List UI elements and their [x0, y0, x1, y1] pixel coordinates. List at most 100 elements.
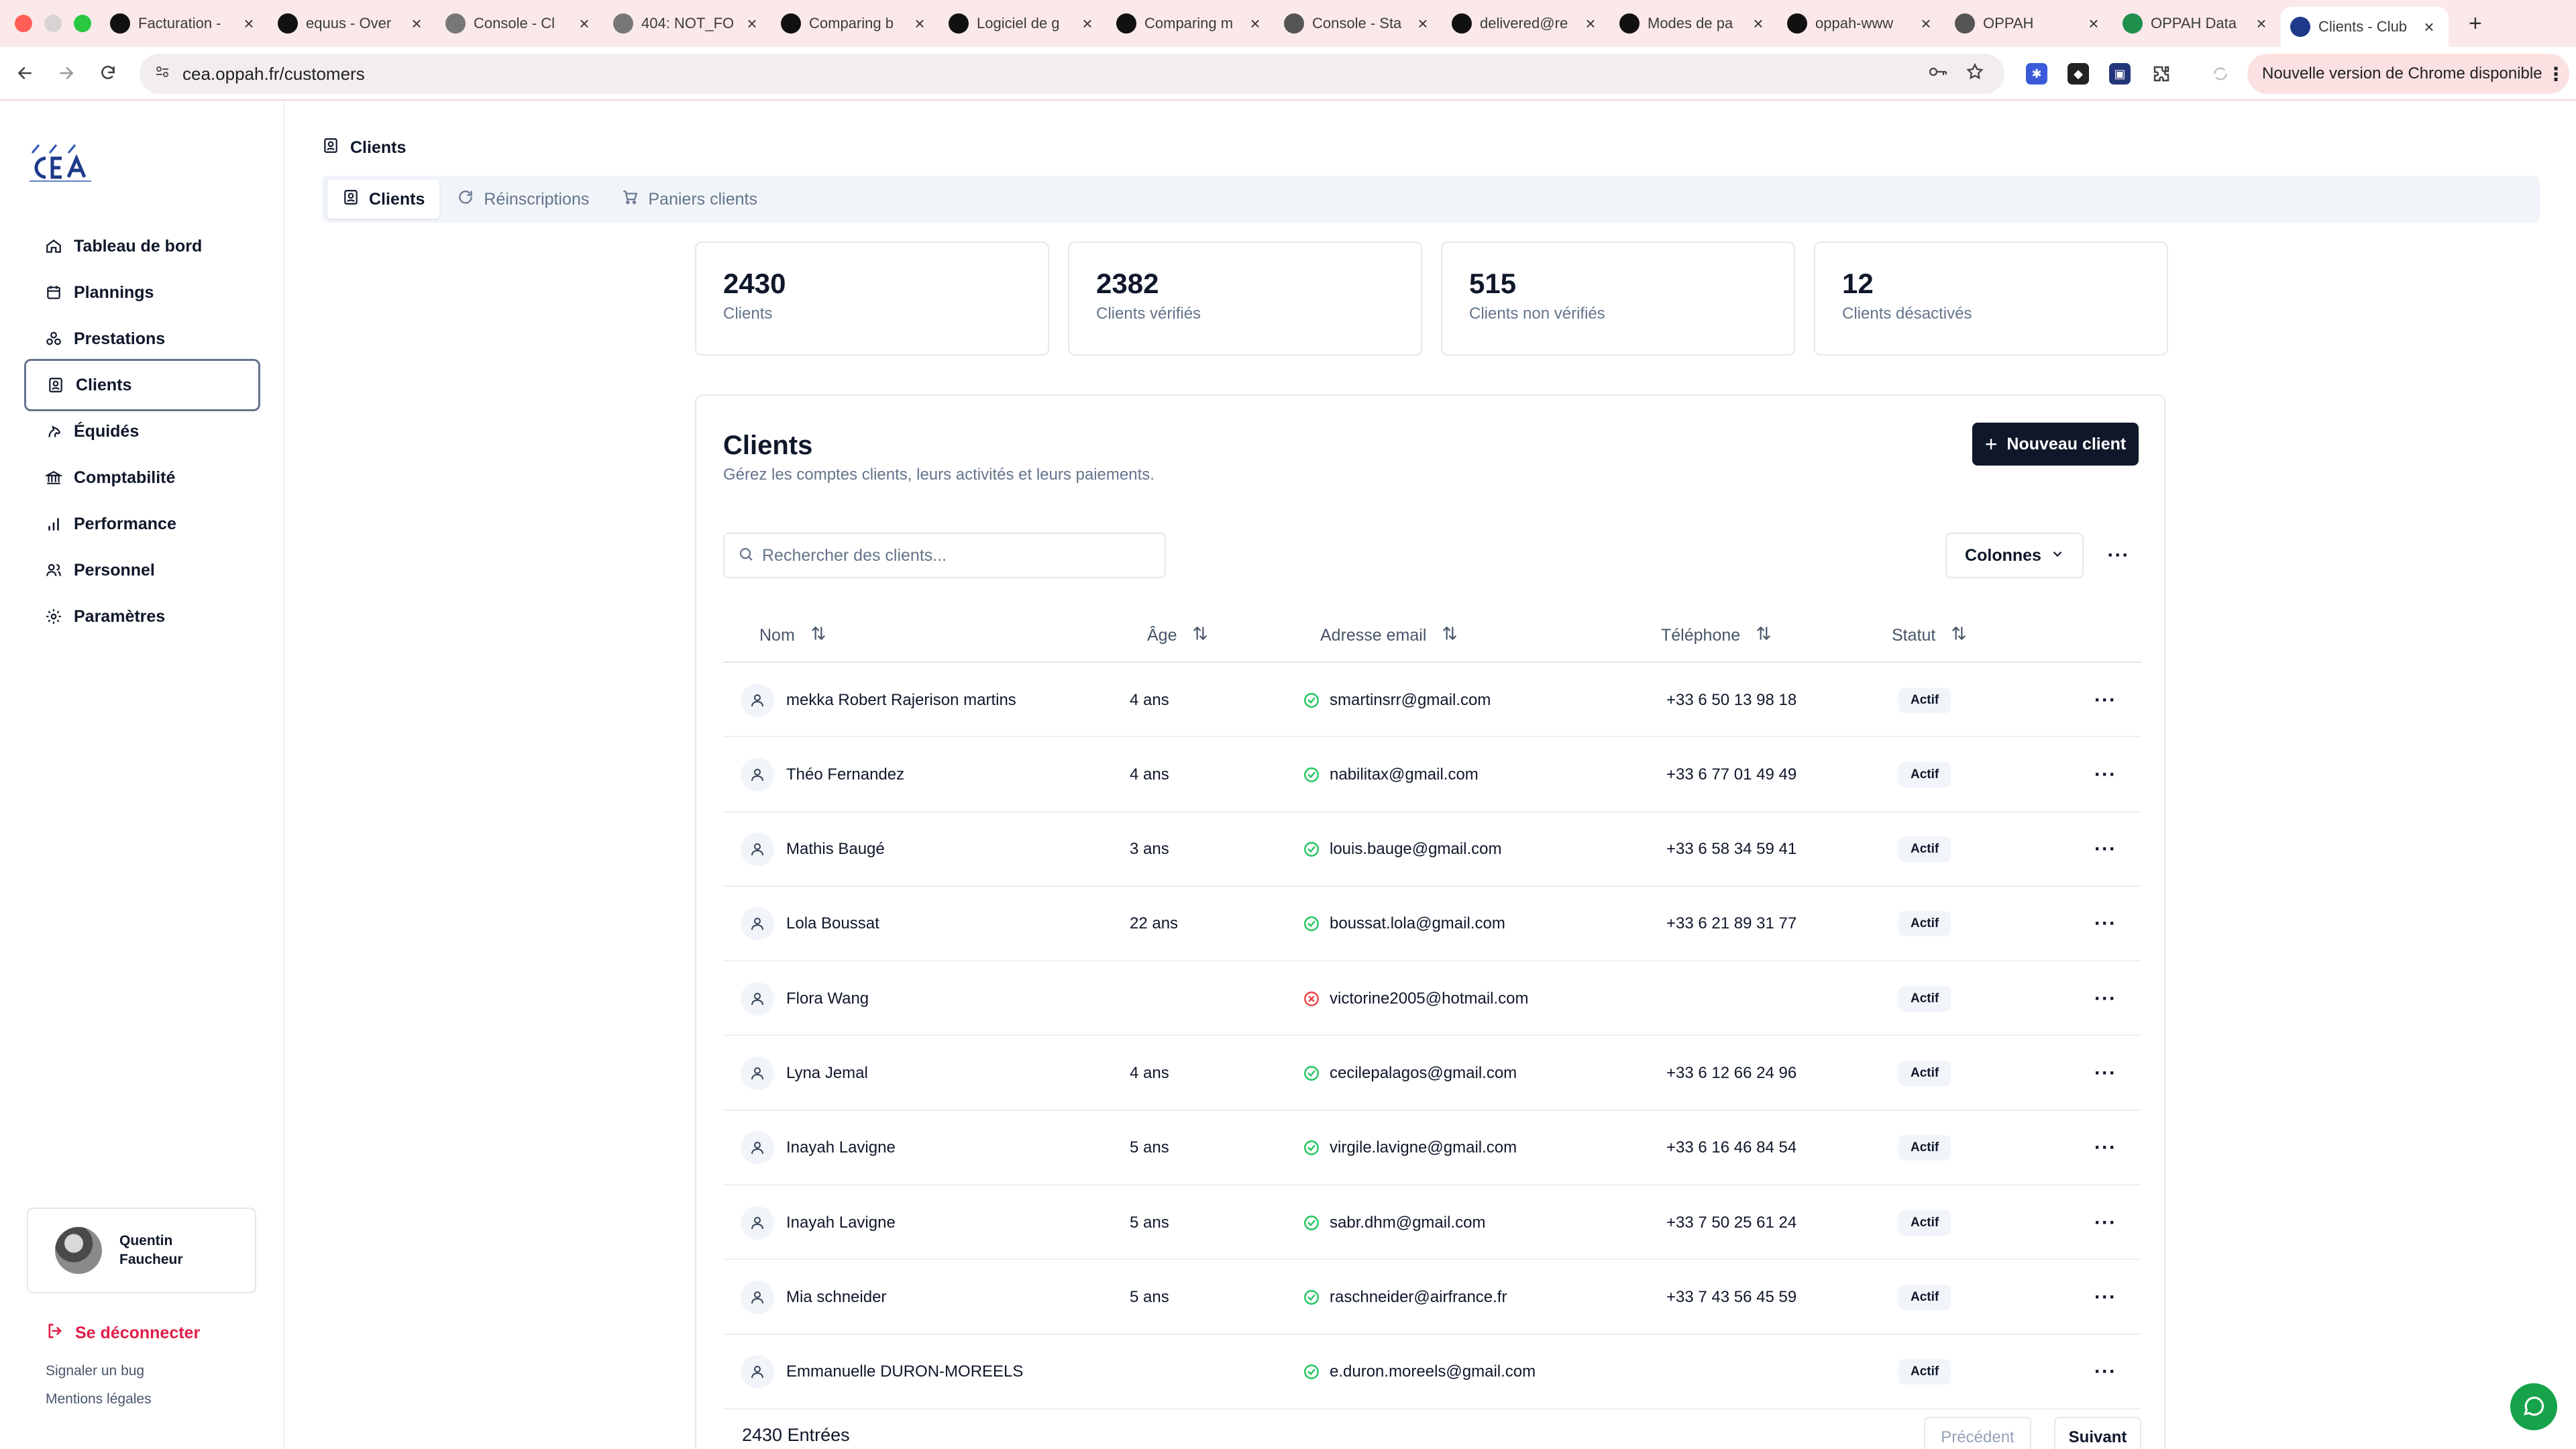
sort-status-header[interactable]: Statut [1892, 608, 1968, 663]
minimize-window-button[interactable] [44, 15, 62, 32]
client-name[interactable]: mekka Robert Rajerison martins [786, 690, 1016, 709]
table-row[interactable]: Emmanuelle DURON-MOREELS e.duron.moreels@… [723, 1335, 2141, 1409]
table-row[interactable]: mekka Robert Rajerison martins 4 ans smart… [723, 663, 2141, 738]
sidebar-item-comptabilite[interactable]: Comptabilité [24, 451, 260, 504]
chrome-update-button[interactable]: Nouvelle version de Chrome disponible ⋮ [2247, 54, 2569, 94]
tab-close-icon[interactable]: × [1921, 13, 1931, 34]
new-tab-button[interactable]: + [2469, 10, 2482, 36]
row-actions-icon[interactable]: ··· [2094, 688, 2116, 711]
kebab-menu-icon[interactable]: ⋮ [2546, 63, 2565, 85]
table-row[interactable]: Inayah Lavigne 5 ans sabr.dhm@gmail.com +33… [723, 1185, 2141, 1260]
chat-support-button[interactable] [2510, 1383, 2557, 1430]
browser-tab[interactable]: Facturation - × [101, 0, 268, 47]
row-actions-icon[interactable]: ··· [2094, 912, 2116, 935]
table-row[interactable]: Lola Boussat 22 ans boussat.lola@gmail.com… [723, 887, 2141, 962]
sidebar-item-plannings[interactable]: Plannings [24, 266, 260, 319]
sync-icon[interactable] [2210, 63, 2231, 85]
row-actions-icon[interactable]: ··· [2094, 838, 2116, 861]
tab-close-icon[interactable]: × [747, 13, 757, 34]
table-row[interactable]: Théo Fernandez 4 ans nabilitax@gmail.com +3… [723, 737, 2141, 812]
browser-tab[interactable]: equus - Over × [268, 0, 436, 47]
tab-close-icon[interactable]: × [1082, 13, 1093, 34]
sidebar-item-equides[interactable]: Équidés [24, 405, 260, 458]
browser-tab[interactable]: Clients - Club × [2281, 7, 2449, 47]
previous-page-button[interactable]: Précédent [1924, 1417, 2031, 1449]
sidebar-item-performance[interactable]: Performance [24, 498, 260, 550]
client-name[interactable]: Théo Fernandez [786, 765, 905, 784]
address-bar[interactable]: cea.oppah.fr/customers [140, 54, 2004, 94]
tab-close-icon[interactable]: × [1417, 13, 1428, 34]
table-row[interactable]: Flora Wang victorine2005@hotmail.com Actif… [723, 961, 2141, 1036]
row-actions-icon[interactable]: ··· [2094, 1360, 2116, 1383]
forward-icon[interactable] [50, 56, 83, 90]
sort-phone-header[interactable]: Téléphone [1661, 608, 1772, 663]
client-name[interactable]: Mathis Baugé [786, 840, 885, 859]
row-actions-icon[interactable]: ··· [2094, 1285, 2116, 1308]
row-actions-icon[interactable]: ··· [2094, 1061, 2116, 1084]
extension-1-icon[interactable]: ✱ [2026, 63, 2047, 85]
extension-2-icon[interactable]: ◆ [2068, 63, 2089, 85]
tab-close-icon[interactable]: × [579, 13, 590, 34]
user-profile-card[interactable]: Quentin Faucheur [27, 1208, 256, 1293]
tab-close-icon[interactable]: × [2088, 13, 2099, 34]
browser-tab[interactable]: Modes de pa × [1610, 0, 1778, 47]
client-name[interactable]: Mia schneider [786, 1287, 887, 1306]
next-page-button[interactable]: Suivant [2054, 1417, 2141, 1449]
browser-tab[interactable]: OPPAH Data × [2113, 0, 2281, 47]
sort-email-header[interactable]: Adresse email [1320, 608, 1458, 663]
tab-close-icon[interactable]: × [1753, 13, 1764, 34]
close-window-button[interactable] [15, 15, 32, 32]
browser-tab[interactable]: OPPAH × [1945, 0, 2113, 47]
new-client-button[interactable]: + Nouveau client [1972, 423, 2139, 466]
row-actions-icon[interactable]: ··· [2094, 1211, 2116, 1234]
search-input[interactable] [762, 545, 1151, 566]
row-actions-icon[interactable]: ··· [2094, 1136, 2116, 1159]
report-bug-link[interactable]: Signaler un bug [46, 1363, 145, 1379]
tab-close-icon[interactable]: × [1250, 13, 1260, 34]
reload-icon[interactable] [91, 56, 125, 90]
maximize-window-button[interactable] [74, 15, 91, 32]
sidebar-item-personnel[interactable]: Personnel [24, 544, 260, 596]
client-name[interactable]: Lyna Jemal [786, 1063, 868, 1082]
browser-tab[interactable]: Comparing m × [1107, 0, 1275, 47]
table-row[interactable]: Inayah Lavigne 5 ans virgile.lavigne@gmail… [723, 1111, 2141, 1186]
cea-logo[interactable] [27, 140, 94, 188]
extension-3-icon[interactable]: ▣ [2109, 63, 2131, 85]
extensions-puzzle-icon[interactable] [2151, 63, 2172, 85]
table-row[interactable]: Mathis Baugé 3 ans louis.bauge@gmail.com +3… [723, 812, 2141, 887]
client-name[interactable]: Flora Wang [786, 989, 869, 1008]
sidebar-item-clients[interactable]: Clients [24, 359, 260, 411]
sidebar-item-tableau-de-bord[interactable]: Tableau de bord [24, 220, 260, 272]
client-name[interactable]: Lola Boussat [786, 914, 879, 933]
tab-reinscriptions[interactable]: Réinscriptions [442, 180, 604, 219]
browser-tab[interactable]: Comparing b × [771, 0, 939, 47]
client-name[interactable]: Inayah Lavigne [786, 1213, 896, 1232]
sort-age-header[interactable]: Âge [1147, 608, 1209, 663]
browser-tab[interactable]: oppah-www × [1778, 0, 1945, 47]
browser-tab[interactable]: Console - Sta × [1275, 0, 1442, 47]
tab-close-icon[interactable]: × [411, 13, 422, 34]
more-options-icon[interactable]: ··· [2107, 544, 2130, 566]
tab-close-icon[interactable]: × [244, 13, 254, 34]
row-actions-icon[interactable]: ··· [2094, 987, 2116, 1010]
site-info-icon[interactable] [154, 64, 170, 84]
tab-close-icon[interactable]: × [2424, 16, 2434, 37]
tab-close-icon[interactable]: × [1585, 13, 1596, 34]
password-key-icon[interactable] [1928, 64, 1948, 85]
tab-clients[interactable]: Clients [327, 180, 440, 219]
tab-paniers-clients[interactable]: Paniers clients [606, 180, 772, 219]
tab-close-icon[interactable]: × [2256, 13, 2267, 34]
table-row[interactable]: Mia schneider 5 ans raschneider@airfrance.… [723, 1260, 2141, 1335]
legal-link[interactable]: Mentions légales [46, 1391, 152, 1407]
browser-tab[interactable]: Console - Cl × [436, 0, 604, 47]
columns-button[interactable]: Colonnes [1945, 533, 2084, 578]
back-icon[interactable] [8, 56, 42, 90]
row-actions-icon[interactable]: ··· [2094, 763, 2116, 786]
client-name[interactable]: Emmanuelle DURON-MOREELS [786, 1362, 1024, 1381]
sidebar-item-prestations[interactable]: Prestations [24, 313, 260, 365]
bookmark-star-icon[interactable] [1966, 62, 1984, 86]
browser-tab[interactable]: delivered@re × [1442, 0, 1610, 47]
browser-tab[interactable]: Logiciel de g × [939, 0, 1107, 47]
tab-close-icon[interactable]: × [914, 13, 925, 34]
client-name[interactable]: Inayah Lavigne [786, 1138, 896, 1157]
